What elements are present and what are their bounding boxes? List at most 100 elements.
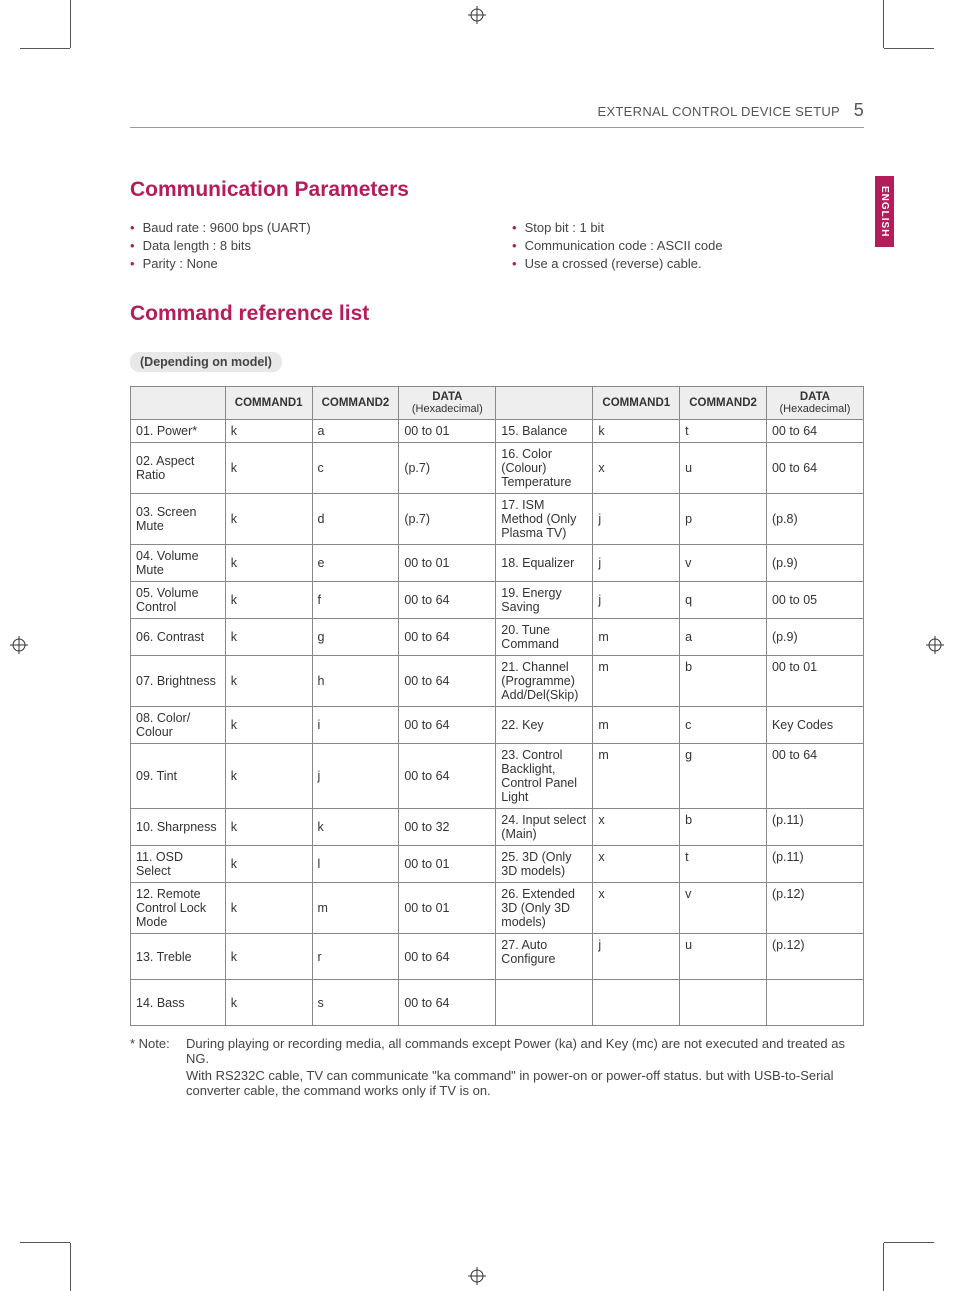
table-cell: x bbox=[593, 809, 680, 846]
table-cell: 15. Balance bbox=[496, 420, 593, 443]
table-cell: 03. Screen Mute bbox=[131, 494, 226, 545]
table-cell: (p.11) bbox=[766, 809, 863, 846]
table-cell: x bbox=[593, 443, 680, 494]
table-cell: t bbox=[680, 846, 767, 883]
params-list-right: Stop bit : 1 bitCommunication code : ASC… bbox=[512, 220, 864, 271]
table-cell: m bbox=[593, 744, 680, 809]
crop-mark bbox=[884, 1242, 934, 1243]
table-cell: 00 to 05 bbox=[766, 582, 863, 619]
table-cell: 00 to 64 bbox=[399, 707, 496, 744]
table-cell: (p.9) bbox=[766, 545, 863, 582]
table-cell bbox=[496, 980, 593, 1026]
th-command1-2: COMMAND1 bbox=[593, 387, 680, 420]
table-cell: c bbox=[312, 443, 399, 494]
section-title-command-ref: Command reference list bbox=[130, 302, 864, 326]
table-cell: 17. ISM Method (Only Plasma TV) bbox=[496, 494, 593, 545]
crop-mark bbox=[20, 1242, 70, 1243]
table-cell: 00 to 32 bbox=[399, 809, 496, 846]
table-cell: 00 to 01 bbox=[766, 656, 863, 707]
table-cell: m bbox=[593, 656, 680, 707]
table-cell: m bbox=[593, 619, 680, 656]
th-data: DATA(Hexadecimal) bbox=[399, 387, 496, 420]
table-cell: k bbox=[225, 707, 312, 744]
registration-mark-icon bbox=[926, 636, 944, 654]
table-cell: a bbox=[312, 420, 399, 443]
table-row: 03. Screen Mutekd(p.7)17. ISM Method (On… bbox=[131, 494, 864, 545]
table-cell bbox=[593, 980, 680, 1026]
registration-mark-icon bbox=[468, 1267, 486, 1285]
note-body: During playing or recording media, all c… bbox=[186, 1036, 864, 1098]
header-title: EXTERNAL CONTROL DEVICE SETUP bbox=[597, 104, 839, 119]
registration-mark-icon bbox=[468, 6, 486, 24]
table-cell: 23. Control Backlight, Control Panel Lig… bbox=[496, 744, 593, 809]
table-cell: 00 to 64 bbox=[399, 934, 496, 980]
crop-mark bbox=[884, 48, 934, 49]
table-cell: (p.12) bbox=[766, 883, 863, 934]
table-header-row: COMMAND1 COMMAND2 DATA(Hexadecimal) COMM… bbox=[131, 387, 864, 420]
table-cell: u bbox=[680, 443, 767, 494]
th-data-2: DATA(Hexadecimal) bbox=[766, 387, 863, 420]
table-cell: (p.8) bbox=[766, 494, 863, 545]
table-cell: 00 to 01 bbox=[399, 883, 496, 934]
table-row: 06. Contrastkg00 to 6420. Tune Commandma… bbox=[131, 619, 864, 656]
table-cell: j bbox=[593, 934, 680, 980]
registration-mark-icon bbox=[10, 636, 28, 654]
table-cell: x bbox=[593, 883, 680, 934]
table-cell: (p.7) bbox=[399, 443, 496, 494]
params-list-left: Baud rate : 9600 bps (UART)Data length :… bbox=[130, 220, 482, 271]
table-cell: e bbox=[312, 545, 399, 582]
language-tab: ENGLISH bbox=[875, 176, 894, 247]
table-row: 02. Aspect Ratiokc(p.7)16. Color (Colour… bbox=[131, 443, 864, 494]
page-number: 5 bbox=[854, 100, 864, 120]
table-cell: m bbox=[312, 883, 399, 934]
footnote: * Note: During playing or recording medi… bbox=[130, 1036, 864, 1098]
crop-mark bbox=[70, 0, 71, 48]
table-row: 14. Bassks00 to 64 bbox=[131, 980, 864, 1026]
table-row: 08. Color/ Colourki00 to 6422. KeymcKey … bbox=[131, 707, 864, 744]
table-cell: d bbox=[312, 494, 399, 545]
table-cell: g bbox=[680, 744, 767, 809]
table-cell: (p.12) bbox=[766, 934, 863, 980]
table-cell: 05. Volume Control bbox=[131, 582, 226, 619]
table-cell: 24. Input select (Main) bbox=[496, 809, 593, 846]
table-cell: 00 to 64 bbox=[766, 443, 863, 494]
table-cell: t bbox=[680, 420, 767, 443]
table-cell: m bbox=[593, 707, 680, 744]
page-header: EXTERNAL CONTROL DEVICE SETUP 5 bbox=[130, 100, 864, 128]
table-cell: Key Codes bbox=[766, 707, 863, 744]
table-cell: 26. Extended 3D (Only 3D models) bbox=[496, 883, 593, 934]
table-row: 01. Power*ka00 to 0115. Balancekt00 to 6… bbox=[131, 420, 864, 443]
table-cell: 00 to 01 bbox=[399, 545, 496, 582]
table-cell: 00 to 01 bbox=[399, 420, 496, 443]
table-cell: 01. Power* bbox=[131, 420, 226, 443]
table-row: 04. Volume Muteke00 to 0118. Equalizerjv… bbox=[131, 545, 864, 582]
communication-params: Baud rate : 9600 bps (UART)Data length :… bbox=[130, 220, 864, 274]
note-label: * Note: bbox=[130, 1036, 186, 1098]
table-cell: (p.7) bbox=[399, 494, 496, 545]
table-row: 09. Tintkj00 to 6423. Control Backlight,… bbox=[131, 744, 864, 809]
table-cell: 18. Equalizer bbox=[496, 545, 593, 582]
table-cell: h bbox=[312, 656, 399, 707]
crop-mark bbox=[883, 1243, 884, 1291]
table-cell: j bbox=[593, 494, 680, 545]
note-line: During playing or recording media, all c… bbox=[186, 1036, 864, 1066]
table-row: 13. Treblekr00 to 6427. Auto Configureju… bbox=[131, 934, 864, 980]
table-cell: k bbox=[225, 656, 312, 707]
table-cell: f bbox=[312, 582, 399, 619]
table-cell: k bbox=[225, 846, 312, 883]
table-cell: a bbox=[680, 619, 767, 656]
table-cell: 25. 3D (Only 3D models) bbox=[496, 846, 593, 883]
table-cell: i bbox=[312, 707, 399, 744]
table-cell: 22. Key bbox=[496, 707, 593, 744]
table-cell: x bbox=[593, 846, 680, 883]
table-cell: k bbox=[312, 809, 399, 846]
table-cell: q bbox=[680, 582, 767, 619]
table-cell: 14. Bass bbox=[131, 980, 226, 1026]
table-cell: r bbox=[312, 934, 399, 980]
table-cell: l bbox=[312, 846, 399, 883]
table-cell: 07. Brightness bbox=[131, 656, 226, 707]
table-cell: k bbox=[225, 980, 312, 1026]
th-command2: COMMAND2 bbox=[312, 387, 399, 420]
table-cell: 09. Tint bbox=[131, 744, 226, 809]
table-cell: 12. Remote Control Lock Mode bbox=[131, 883, 226, 934]
